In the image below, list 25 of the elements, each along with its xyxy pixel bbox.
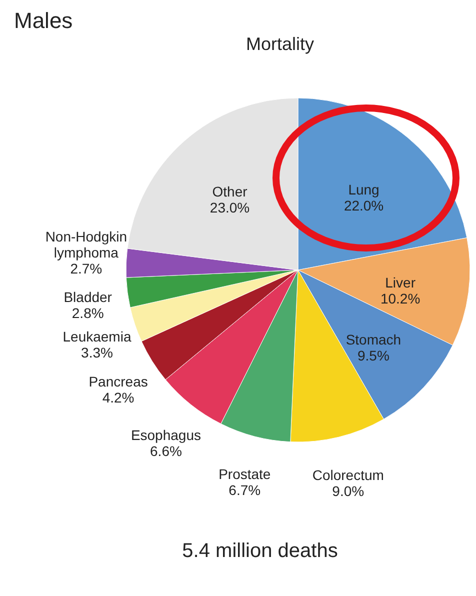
text: 5.4 million deaths — [181, 540, 339, 562]
slice-label: Non-Hodgkin lymphoma — [45, 228, 128, 260]
data-label: 3.3% — [81, 344, 113, 360]
data-label: 9.0% — [332, 482, 364, 499]
slice-label: Other — [212, 184, 248, 200]
slice-label: Prostate — [218, 466, 271, 482]
data-label: 23.0% — [210, 200, 250, 216]
data-label: 6.7% — [228, 482, 261, 498]
slice-label: Esophagus — [130, 426, 201, 443]
data-label: 10.2% — [380, 290, 420, 307]
data-label: 22.0% — [344, 197, 384, 214]
data-label: 2.8% — [72, 304, 104, 321]
slice-label: Leukaemia — [62, 328, 132, 344]
slice-label: Bladder — [64, 288, 112, 305]
slice-label: Lung — [348, 181, 380, 198]
slice-label: Liver — [385, 274, 416, 291]
slice-label: Colorectum — [312, 466, 384, 483]
data-label: 9.5% — [357, 347, 390, 364]
slice-label: Stomach — [346, 331, 402, 348]
data-label: 4.2% — [102, 389, 134, 406]
data-label: 6.6% — [150, 442, 182, 459]
slice-label: Pancreas — [88, 373, 148, 390]
chart-subtitle: Mortality — [244, 34, 315, 55]
chart-title: Males — [14, 8, 73, 34]
data-label: 2.7% — [70, 260, 102, 276]
